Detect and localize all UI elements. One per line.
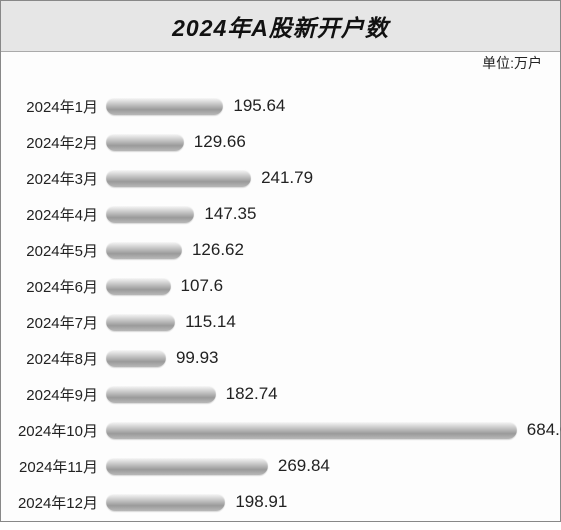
bar	[106, 493, 225, 511]
bar-wrap: 107.6	[106, 276, 550, 296]
bar	[106, 169, 251, 187]
bar-wrap: 147.35	[106, 204, 550, 224]
bar	[106, 133, 184, 151]
value-label: 107.6	[181, 276, 224, 296]
bar-row: 2024年5月 126.62	[11, 232, 550, 268]
chart-area: 2024年1月195.642024年2月129.662024年3月241.792…	[1, 52, 560, 530]
bar-wrap: 684.68	[106, 420, 561, 440]
bar-row: 2024年2月 129.66	[11, 124, 550, 160]
chart-title: 2024年A股新开户数	[172, 15, 389, 41]
bar-wrap: 115.14	[106, 312, 550, 332]
bar	[106, 385, 216, 403]
value-label: 269.84	[278, 456, 330, 476]
category-label: 2024年11月	[11, 456, 106, 477]
bar	[106, 457, 268, 475]
bar-row: 2024年6月 107.6	[11, 268, 550, 304]
bar-wrap: 99.93	[106, 348, 550, 368]
bar-row: 2024年11月 269.84	[11, 448, 550, 484]
bar-wrap: 195.64	[106, 96, 550, 116]
value-label: 198.91	[235, 492, 287, 512]
value-label: 129.66	[194, 132, 246, 152]
value-label: 147.35	[204, 204, 256, 224]
bar-wrap: 126.62	[106, 240, 550, 260]
value-label: 99.93	[176, 348, 219, 368]
bar	[106, 277, 171, 295]
bar	[106, 349, 166, 367]
bar-wrap: 182.74	[106, 384, 550, 404]
category-label: 2024年1月	[11, 96, 106, 117]
category-label: 2024年2月	[11, 132, 106, 153]
value-label: 115.14	[185, 312, 236, 332]
bar-row: 2024年3月 241.79	[11, 160, 550, 196]
value-label: 241.79	[261, 168, 313, 188]
category-label: 2024年5月	[11, 240, 106, 261]
bar-row: 2024年9月 182.74	[11, 376, 550, 412]
bar	[106, 205, 194, 223]
bar-row: 2024年10月684.68	[11, 412, 550, 448]
bar-row: 2024年1月 195.64	[11, 88, 550, 124]
bar	[106, 313, 175, 331]
category-label: 2024年10月	[11, 420, 106, 441]
bar-wrap: 129.66	[106, 132, 550, 152]
category-label: 2024年12月	[11, 492, 106, 513]
bar-wrap: 269.84	[106, 456, 550, 476]
bar-row: 2024年8月 99.93	[11, 340, 550, 376]
category-label: 2024年3月	[11, 168, 106, 189]
value-label: 195.64	[233, 96, 285, 116]
bar-wrap: 198.91	[106, 492, 550, 512]
category-label: 2024年7月	[11, 312, 106, 333]
category-label: 2024年6月	[11, 276, 106, 297]
chart-container: 2024年A股新开户数 单位:万户 2024年1月 195.64 2024年2月 12…	[0, 0, 561, 522]
title-bar: 2024年A股新开户数	[1, 1, 560, 52]
bar-row: 2024年4月 147.35	[11, 196, 550, 232]
bar-row: 2024年12月 198.91	[11, 484, 550, 520]
value-label: 126.62	[192, 240, 244, 260]
unit-label: 单位:万户	[482, 53, 542, 73]
bar	[106, 97, 223, 115]
value-label: 182.74	[226, 384, 278, 404]
category-label: 2024年4月	[11, 204, 106, 225]
category-label: 2024年8月	[11, 348, 106, 369]
bar	[106, 421, 517, 439]
bar-row: 2024年7月 115.14	[11, 304, 550, 340]
value-label: 684.68	[527, 420, 561, 440]
bar	[106, 241, 182, 259]
category-label: 2024年9月	[11, 384, 106, 405]
bar-wrap: 241.79	[106, 168, 550, 188]
